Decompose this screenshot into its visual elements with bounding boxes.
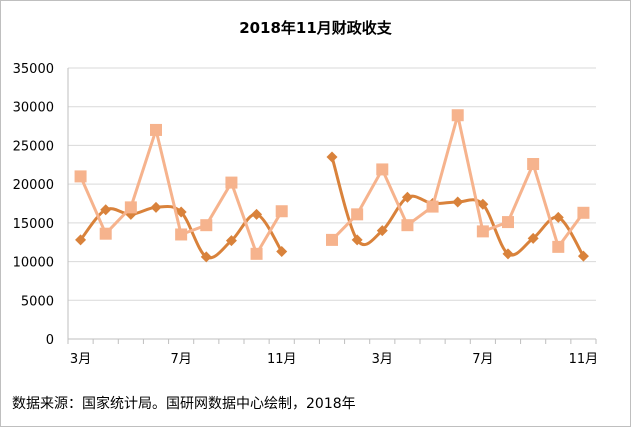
y-tick-label: 25000 xyxy=(13,139,54,154)
y-tick-label: 30000 xyxy=(13,101,54,116)
series-2-point xyxy=(250,247,263,260)
series-1-point xyxy=(477,198,489,210)
x-tick-label: 3月 xyxy=(372,352,393,367)
series-2-point xyxy=(376,163,389,176)
series-2-point xyxy=(401,219,414,232)
series-1-point xyxy=(100,204,112,216)
series-2-point xyxy=(99,227,112,240)
series-1-point xyxy=(527,232,539,244)
series-2-point xyxy=(150,123,162,136)
series-1-point xyxy=(552,211,564,223)
series-2-point xyxy=(577,206,590,219)
series-2-point xyxy=(200,219,213,232)
y-tick-label: 5000 xyxy=(21,294,54,309)
x-tick-label: 3月 xyxy=(70,352,91,367)
series-1-point xyxy=(326,151,338,163)
series-1-point xyxy=(225,235,237,247)
series-1-point xyxy=(175,206,187,218)
series-2-point xyxy=(74,170,87,183)
y-tick-label: 35000 xyxy=(13,62,54,77)
source-note: 数据来源：国家统计局。国研网数据中心绘制，2018年 xyxy=(12,396,356,412)
x-tick-label: 11月 xyxy=(267,352,297,367)
y-tick-label: 15000 xyxy=(13,217,54,232)
series-2-point xyxy=(426,200,439,213)
series-2-point xyxy=(225,176,238,189)
series-2-point xyxy=(175,228,188,241)
series-2-point xyxy=(527,158,540,171)
series-1-point xyxy=(351,234,363,246)
series-1-point xyxy=(276,246,288,258)
y-tick-label: 10000 xyxy=(13,256,54,271)
series-1-point xyxy=(502,248,514,260)
x-tick-label: 11月 xyxy=(569,352,599,367)
series-2-point xyxy=(275,205,288,218)
series-1-point xyxy=(75,234,87,246)
chart-title: 2018年11月财政收支 xyxy=(239,19,392,37)
y-tick-label: 20000 xyxy=(13,178,54,193)
series-2-point xyxy=(124,201,137,214)
series-1-point xyxy=(452,196,464,208)
x-tick-label: 7月 xyxy=(171,352,192,367)
series-1-point xyxy=(251,208,263,220)
series-2-point xyxy=(552,240,565,253)
series-1-point xyxy=(376,225,388,237)
series-2-point xyxy=(451,109,464,122)
series-1-point xyxy=(150,201,162,213)
series-2-point xyxy=(351,208,364,221)
series-2-point xyxy=(326,233,338,246)
series-2-point xyxy=(502,216,514,229)
series-1-point xyxy=(577,250,589,262)
series-1-point xyxy=(200,251,212,263)
series-2-line xyxy=(330,113,585,249)
series-2-point xyxy=(476,225,489,238)
y-tick-label: 0 xyxy=(46,333,54,348)
series-1-point xyxy=(401,191,413,203)
x-tick-label: 7月 xyxy=(472,352,493,367)
